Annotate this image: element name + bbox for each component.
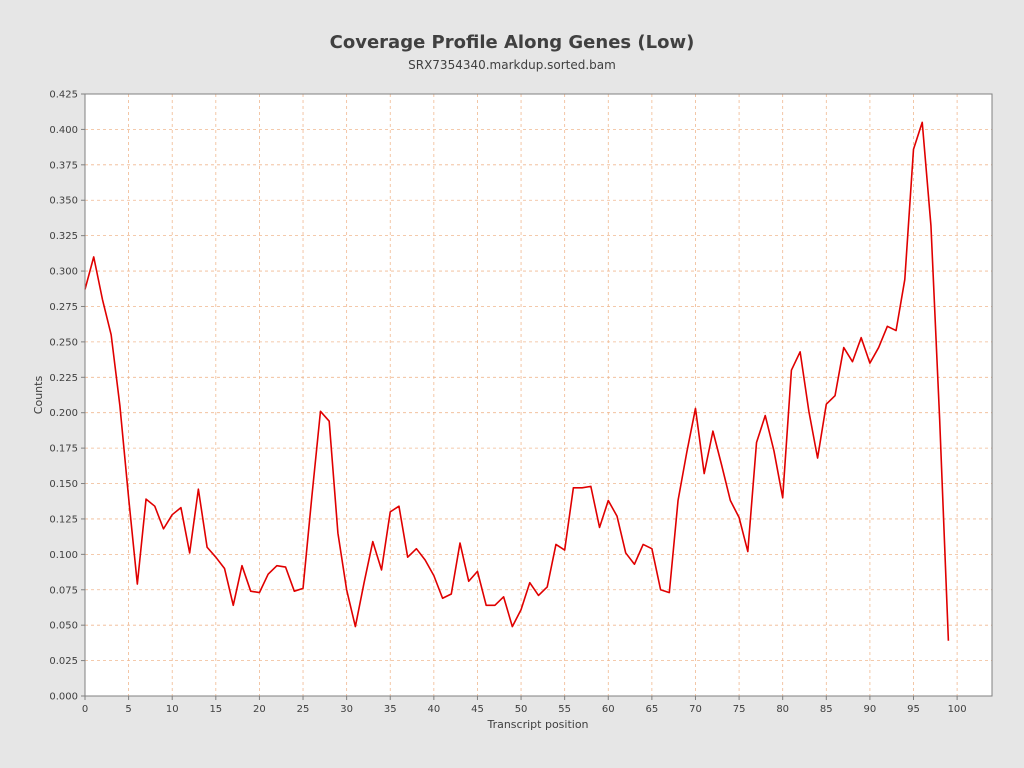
- series-line-coverage: [84, 121, 950, 641]
- x-tick-label: 90: [864, 704, 877, 715]
- x-tick-label: 30: [340, 704, 353, 715]
- y-tick-label: 0.375: [49, 160, 78, 171]
- x-tick-label: 70: [689, 704, 702, 715]
- x-axis: 0 5 10 15 20 25 30 35 40 45 50 55 60 65 70 75 80 85 90 95 10…: [82, 696, 967, 715]
- y-tick-label: 0.000: [49, 692, 78, 703]
- y-tick-label: 0.275: [49, 302, 78, 313]
- x-axis-label: Transcript position: [486, 718, 588, 731]
- y-tick-label: 0.225: [49, 373, 78, 384]
- y-tick-label: 0.300: [49, 267, 78, 278]
- x-tick-label: 0: [82, 704, 88, 715]
- y-tick-label: 0.350: [49, 196, 78, 207]
- y-tick-label: 0.200: [49, 408, 78, 419]
- plot-area: [85, 94, 992, 696]
- y-axis: 0.000 0.025 0.050 0.075 0.100 0.125 0.150 0.175…: [49, 90, 85, 703]
- x-tick-label: 80: [776, 704, 789, 715]
- x-tick-label: 20: [253, 704, 266, 715]
- x-tick-label: 95: [907, 704, 920, 715]
- x-tick-label: 5: [125, 704, 131, 715]
- x-tick-label: 55: [558, 704, 571, 715]
- y-tick-label: 0.400: [49, 125, 78, 136]
- y-tick-label: 0.125: [49, 514, 78, 525]
- chart-title: Coverage Profile Along Genes (Low): [330, 32, 695, 53]
- y-tick-label: 0.050: [49, 621, 78, 632]
- x-tick-label: 50: [515, 704, 528, 715]
- y-axis-label: Counts: [32, 376, 45, 415]
- plot-frame: [84, 93, 993, 697]
- y-tick-label: 0.250: [49, 337, 78, 348]
- x-tick-label: 10: [166, 704, 179, 715]
- y-tick-label: 0.325: [49, 231, 78, 242]
- x-tick-label: 100: [948, 704, 967, 715]
- x-tick-label: 85: [820, 704, 833, 715]
- y-tick-label: 0.100: [49, 550, 78, 561]
- x-tick-label: 75: [733, 704, 746, 715]
- y-tick-label: 0.025: [49, 656, 78, 667]
- x-tick-label: 65: [646, 704, 659, 715]
- chart-subtitle: SRX7354340.markdup.sorted.bam: [408, 58, 616, 72]
- x-tick-label: 15: [209, 704, 222, 715]
- y-tick-label: 0.075: [49, 585, 78, 596]
- y-tick-label: 0.150: [49, 479, 78, 490]
- y-tick-label: 0.425: [49, 90, 78, 101]
- series-layer: [84, 121, 950, 641]
- x-tick-label: 40: [427, 704, 440, 715]
- y-tick-label: 0.175: [49, 444, 78, 455]
- x-tick-label: 35: [384, 704, 397, 715]
- x-tick-label: 60: [602, 704, 615, 715]
- x-tick-label: 25: [297, 704, 310, 715]
- x-tick-label: 45: [471, 704, 484, 715]
